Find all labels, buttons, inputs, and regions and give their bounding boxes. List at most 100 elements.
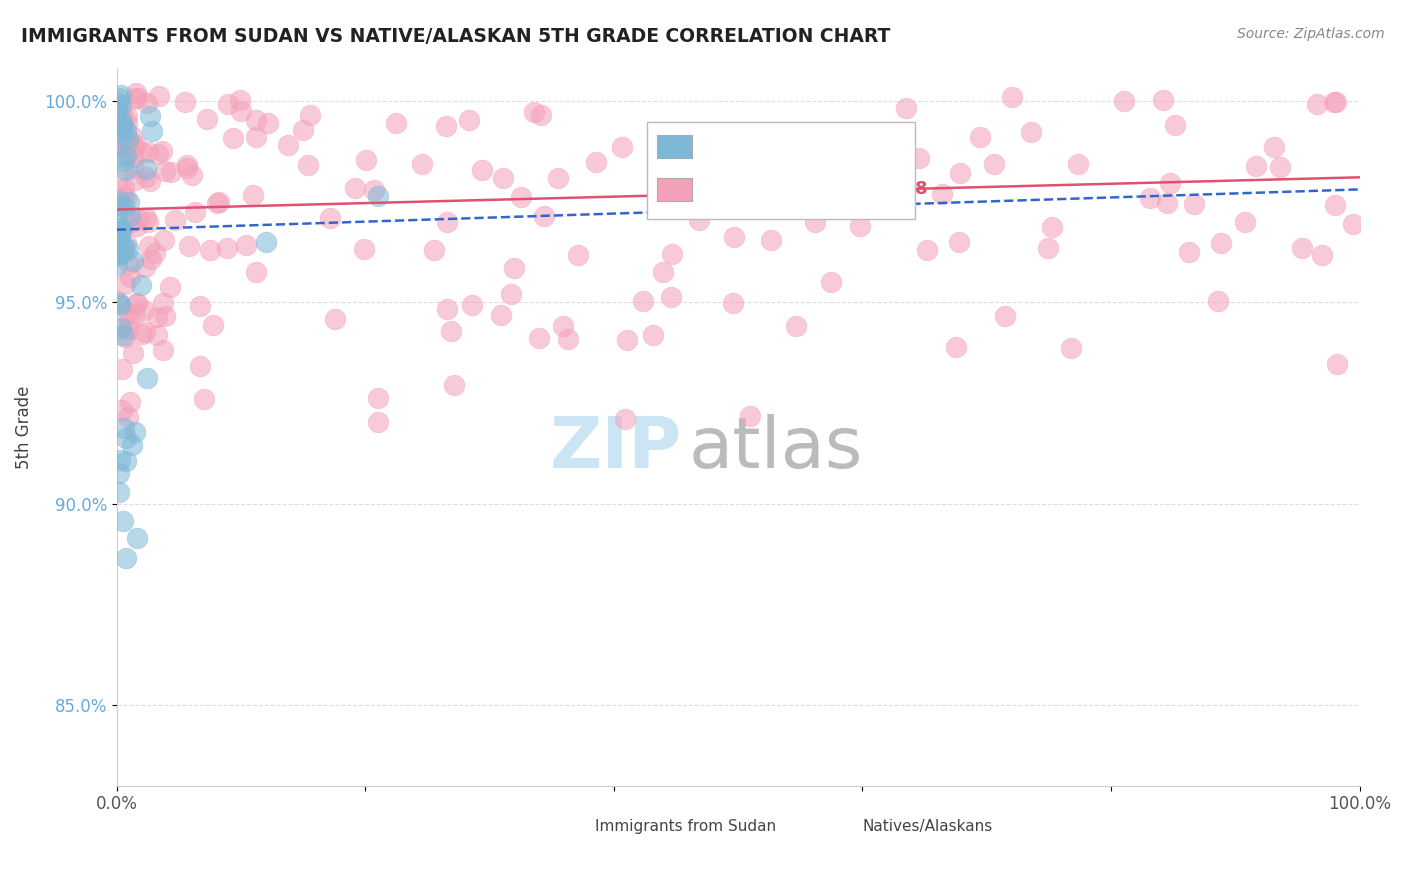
Point bbox=[134, 260, 156, 274]
Point bbox=[115, 431, 138, 445]
Point bbox=[124, 138, 146, 153]
Point bbox=[107, 466, 129, 480]
Point bbox=[631, 294, 654, 309]
Point bbox=[1182, 197, 1205, 211]
Point bbox=[945, 340, 967, 354]
Point bbox=[567, 248, 589, 262]
Point bbox=[110, 87, 132, 102]
Point bbox=[299, 108, 322, 122]
Point bbox=[118, 209, 141, 223]
Point bbox=[835, 186, 858, 201]
Point bbox=[896, 101, 918, 115]
Point bbox=[721, 296, 744, 310]
Point bbox=[121, 214, 143, 228]
Point bbox=[931, 187, 953, 202]
Point bbox=[153, 163, 176, 178]
Text: ZIP: ZIP bbox=[550, 414, 682, 483]
Point bbox=[139, 174, 162, 188]
Point bbox=[159, 280, 181, 294]
Point bbox=[688, 212, 710, 227]
Point bbox=[114, 139, 136, 153]
Point bbox=[612, 139, 634, 153]
Point bbox=[188, 359, 211, 373]
Point bbox=[492, 170, 515, 185]
Point bbox=[661, 247, 683, 261]
Point bbox=[1312, 248, 1334, 262]
Point bbox=[1341, 217, 1364, 231]
Point bbox=[117, 243, 139, 257]
Point bbox=[1206, 294, 1229, 309]
Point bbox=[917, 243, 939, 257]
Point bbox=[436, 301, 458, 316]
Point bbox=[141, 124, 163, 138]
Point bbox=[117, 136, 139, 150]
Point bbox=[150, 144, 173, 158]
Point bbox=[115, 149, 138, 163]
Point bbox=[297, 158, 319, 172]
Point bbox=[908, 151, 931, 165]
Point bbox=[112, 181, 135, 195]
Point bbox=[443, 378, 465, 392]
Point bbox=[205, 196, 228, 211]
Point bbox=[146, 327, 169, 342]
Point bbox=[135, 162, 157, 177]
Point bbox=[875, 183, 897, 197]
Point bbox=[820, 275, 842, 289]
Point bbox=[118, 257, 141, 271]
Point bbox=[112, 200, 135, 214]
Point bbox=[134, 303, 156, 318]
Point bbox=[135, 211, 157, 225]
Point bbox=[257, 116, 280, 130]
Point bbox=[1139, 191, 1161, 205]
Point bbox=[135, 370, 157, 384]
Point bbox=[139, 109, 162, 123]
Point bbox=[1164, 118, 1187, 132]
Point bbox=[107, 95, 129, 110]
Point bbox=[105, 259, 128, 273]
Y-axis label: 5th Grade: 5th Grade bbox=[15, 385, 32, 469]
Point bbox=[1152, 93, 1174, 107]
Point bbox=[1114, 95, 1136, 109]
Point bbox=[165, 212, 187, 227]
Point bbox=[127, 91, 149, 105]
Point bbox=[363, 183, 385, 197]
Point bbox=[110, 99, 132, 113]
Point bbox=[440, 324, 463, 338]
FancyBboxPatch shape bbox=[558, 816, 589, 838]
Point bbox=[461, 297, 484, 311]
Point bbox=[110, 124, 132, 138]
Text: atlas: atlas bbox=[689, 414, 863, 483]
Text: IMMIGRANTS FROM SUDAN VS NATIVE/ALASKAN 5TH GRADE CORRELATION CHART: IMMIGRANTS FROM SUDAN VS NATIVE/ALASKAN … bbox=[21, 27, 890, 45]
Point bbox=[124, 173, 146, 187]
FancyBboxPatch shape bbox=[647, 122, 915, 219]
Point bbox=[1001, 90, 1024, 104]
Point bbox=[124, 307, 146, 321]
Point bbox=[229, 93, 252, 107]
Point bbox=[114, 329, 136, 343]
Point bbox=[135, 96, 157, 111]
Point bbox=[1324, 95, 1347, 109]
Point bbox=[111, 149, 134, 163]
Point bbox=[641, 327, 664, 342]
Point bbox=[533, 209, 555, 223]
Point bbox=[115, 163, 138, 178]
Point bbox=[208, 194, 231, 209]
Point bbox=[145, 310, 167, 324]
Point bbox=[146, 147, 169, 161]
Point bbox=[222, 131, 245, 145]
Point bbox=[107, 207, 129, 221]
Point bbox=[193, 392, 215, 406]
Point bbox=[110, 231, 132, 245]
Point bbox=[994, 309, 1017, 323]
Point bbox=[115, 236, 138, 251]
Point bbox=[110, 321, 132, 335]
Point bbox=[1036, 241, 1059, 255]
Point bbox=[849, 219, 872, 233]
Point bbox=[115, 191, 138, 205]
Point bbox=[136, 214, 159, 228]
Point bbox=[201, 318, 224, 333]
Point bbox=[190, 299, 212, 313]
Point bbox=[111, 119, 134, 133]
Point bbox=[1234, 215, 1257, 229]
Point bbox=[152, 295, 174, 310]
